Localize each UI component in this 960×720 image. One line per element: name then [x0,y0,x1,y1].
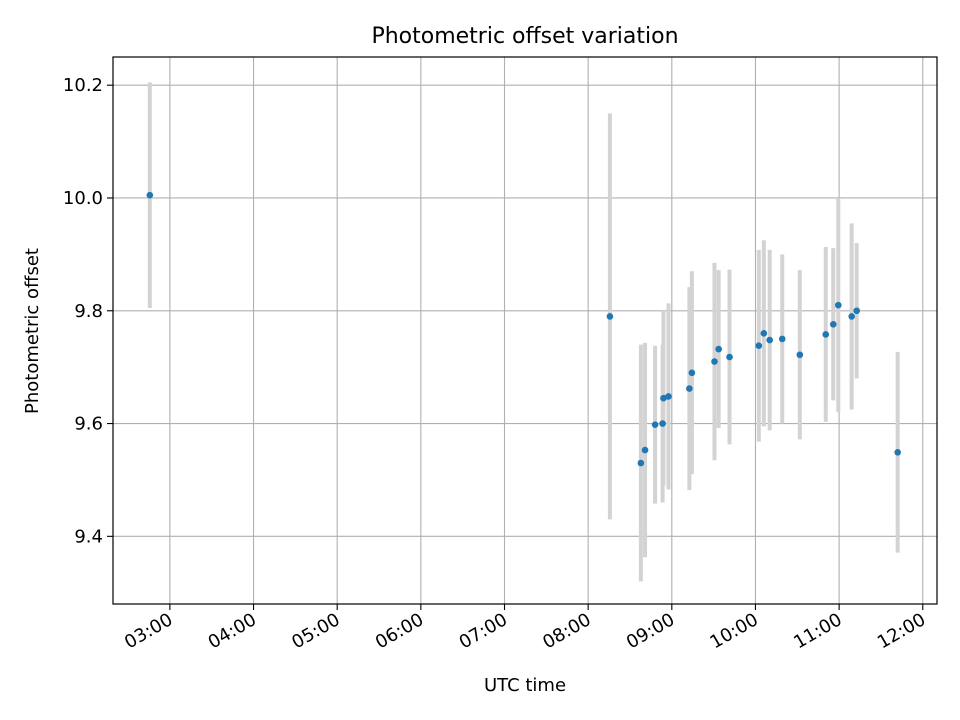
data-point [641,446,649,454]
plot-frame [112,56,938,605]
data-point [688,369,696,377]
data-point [894,449,901,456]
data-point [755,342,763,350]
data-point [711,358,718,365]
data-points [146,191,901,467]
y-tick-label: 10.0 [63,188,103,209]
y-tick-label: 9.6 [74,414,103,435]
data-point [146,191,154,199]
data-point [660,394,667,402]
x-axis-label: UTC time [484,675,566,696]
chart-title: Photometric offset variation [371,24,678,49]
data-point [637,459,645,467]
data-point [796,351,804,359]
data-point [651,421,659,428]
data-point [606,313,614,320]
y-tick-label: 9.8 [74,301,103,322]
data-point [726,353,733,361]
data-point [853,307,860,315]
data-point [778,335,786,343]
data-point [766,336,773,344]
y-tick-label: 9.4 [74,526,103,547]
data-point [834,301,842,309]
data-point [659,420,666,427]
y-axis-ticks: 9.4 9.6 9.8 10.0 10.2 [63,75,113,547]
data-point [665,393,672,400]
data-point [822,331,830,338]
data-point [760,330,768,337]
data-point [686,385,693,392]
data-point [829,320,837,328]
y-tick-label: 10.2 [63,75,103,96]
y-axis-label: Photometric offset [22,248,43,414]
data-point [715,345,722,353]
data-point [848,313,855,320]
